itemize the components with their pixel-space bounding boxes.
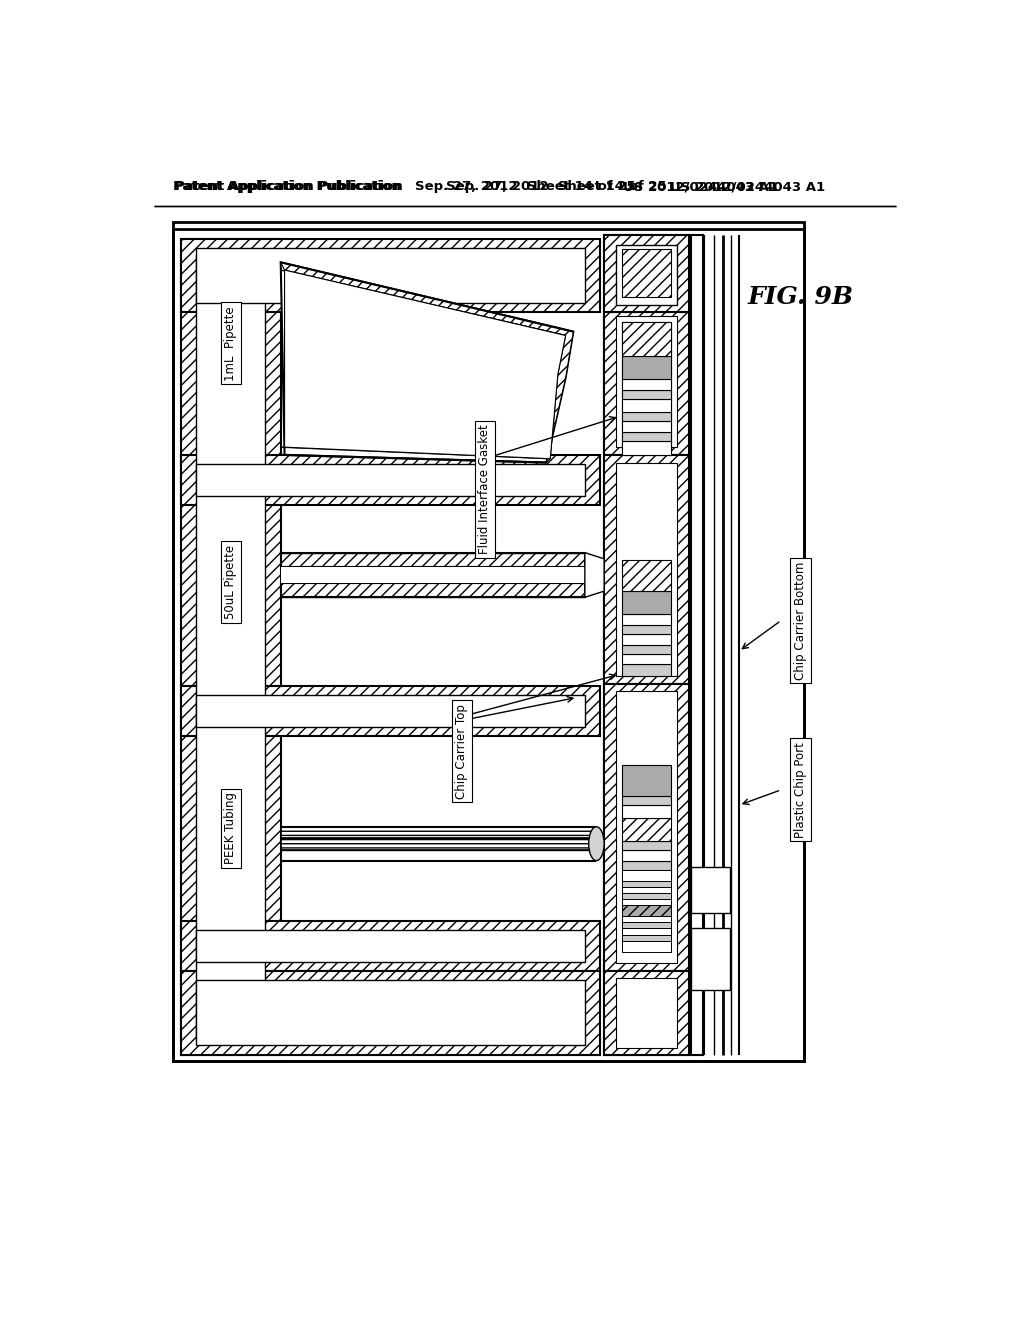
- Bar: [622, 322, 671, 356]
- Bar: [622, 626, 671, 635]
- Bar: [622, 432, 671, 441]
- Bar: [180, 970, 600, 1056]
- Bar: [622, 655, 671, 664]
- Bar: [622, 421, 671, 432]
- Bar: [622, 796, 671, 805]
- Polygon shape: [285, 271, 565, 459]
- Ellipse shape: [589, 826, 604, 861]
- Bar: [173, 230, 804, 1061]
- Bar: [622, 880, 671, 887]
- Bar: [281, 566, 585, 583]
- Bar: [615, 692, 677, 964]
- Text: Fluid Interface Gasket: Fluid Interface Gasket: [478, 425, 492, 554]
- Bar: [622, 441, 671, 455]
- Bar: [180, 239, 281, 1056]
- Bar: [622, 400, 671, 412]
- Bar: [196, 979, 585, 1045]
- Text: PEEK Tubing: PEEK Tubing: [224, 792, 238, 865]
- Bar: [622, 923, 671, 928]
- Text: Patent Application Publication: Patent Application Publication: [173, 181, 400, 194]
- Bar: [622, 379, 671, 391]
- Bar: [180, 921, 600, 970]
- Bar: [604, 970, 689, 1056]
- Bar: [615, 246, 677, 1045]
- Bar: [622, 432, 671, 441]
- Text: US 2012/0244043 A1: US 2012/0244043 A1: [670, 181, 824, 194]
- Bar: [604, 455, 689, 684]
- Bar: [180, 239, 600, 313]
- Bar: [622, 850, 671, 861]
- Text: 1mL  Pipette: 1mL Pipette: [224, 306, 238, 380]
- Bar: [622, 591, 671, 614]
- Bar: [196, 255, 265, 1040]
- Text: Patent Application Publication: Patent Application Publication: [175, 181, 403, 194]
- Bar: [622, 664, 671, 676]
- Bar: [622, 645, 671, 655]
- Text: 50uL Pipette: 50uL Pipette: [224, 545, 238, 619]
- Bar: [281, 583, 585, 598]
- Bar: [622, 379, 671, 391]
- Bar: [622, 412, 671, 421]
- Bar: [281, 553, 585, 566]
- Bar: [281, 826, 596, 838]
- Bar: [604, 313, 689, 455]
- Text: Chip Carrier Bottom: Chip Carrier Bottom: [794, 561, 807, 680]
- Bar: [622, 941, 671, 952]
- Bar: [622, 870, 671, 880]
- Text: Chip Carrier Top: Chip Carrier Top: [455, 704, 468, 799]
- Text: Sep. 27, 2012  Sheet 14 of 25: Sep. 27, 2012 Sheet 14 of 25: [416, 181, 636, 194]
- Bar: [622, 817, 671, 841]
- Bar: [622, 249, 671, 297]
- Bar: [281, 840, 596, 850]
- Bar: [622, 614, 671, 626]
- Bar: [622, 356, 671, 379]
- Bar: [622, 391, 671, 400]
- Bar: [622, 805, 671, 817]
- Bar: [180, 455, 600, 506]
- Bar: [196, 465, 585, 496]
- Bar: [615, 317, 677, 447]
- Bar: [622, 916, 671, 923]
- Bar: [622, 421, 671, 432]
- Text: US 2012/0244043 A1: US 2012/0244043 A1: [624, 181, 778, 194]
- Bar: [604, 235, 689, 313]
- Bar: [615, 244, 677, 305]
- Bar: [604, 235, 689, 1056]
- Polygon shape: [281, 263, 573, 462]
- Bar: [622, 935, 671, 941]
- Polygon shape: [585, 553, 604, 598]
- Bar: [622, 391, 671, 400]
- Bar: [615, 462, 677, 676]
- Bar: [615, 978, 677, 1048]
- Bar: [622, 887, 671, 892]
- Bar: [196, 929, 585, 961]
- Bar: [622, 400, 671, 412]
- Bar: [622, 928, 671, 935]
- Bar: [622, 766, 671, 796]
- Bar: [622, 861, 671, 870]
- Bar: [622, 322, 671, 356]
- Bar: [622, 356, 671, 379]
- Bar: [691, 928, 730, 990]
- Text: FIG. 9B: FIG. 9B: [748, 285, 853, 309]
- Bar: [622, 635, 671, 645]
- Text: Plastic Chip Port: Plastic Chip Port: [794, 742, 807, 838]
- Bar: [196, 696, 585, 726]
- Bar: [622, 892, 671, 899]
- Bar: [622, 441, 671, 455]
- Text: Sep. 27, 2012  Sheet 14 of 25: Sep. 27, 2012 Sheet 14 of 25: [446, 181, 667, 194]
- Bar: [622, 561, 671, 591]
- Bar: [622, 906, 671, 916]
- Bar: [691, 867, 730, 913]
- Polygon shape: [281, 263, 573, 462]
- Bar: [180, 686, 600, 737]
- Bar: [173, 222, 804, 1061]
- Bar: [622, 841, 671, 850]
- Bar: [622, 870, 671, 882]
- Bar: [604, 684, 689, 970]
- Bar: [622, 899, 671, 906]
- Bar: [622, 412, 671, 421]
- Bar: [691, 235, 702, 1056]
- Bar: [196, 248, 585, 304]
